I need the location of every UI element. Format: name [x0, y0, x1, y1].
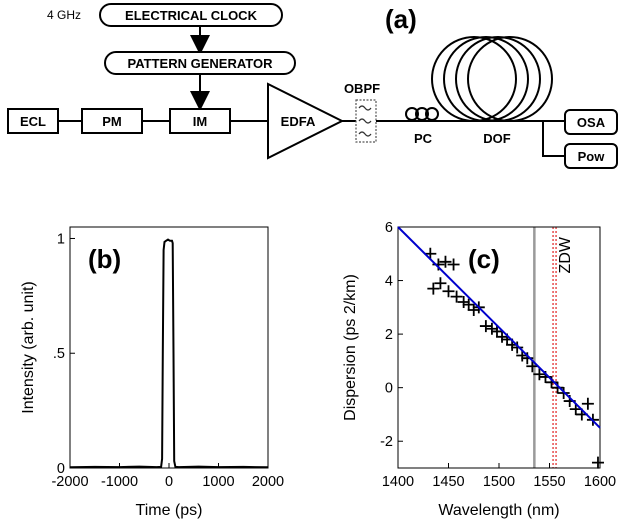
- panel-label-c: (c): [468, 244, 500, 274]
- data-point-plus: [467, 304, 480, 317]
- pulse-line: [69, 238, 269, 469]
- pow-box: [564, 143, 618, 169]
- pc-loops-icon: [405, 107, 439, 121]
- dispersion-x-tick-label: 1600: [584, 474, 616, 490]
- dispersion-y-tick-label: -2: [380, 434, 393, 450]
- fiber-spool-icon: [431, 36, 553, 122]
- pow-label: Pow: [578, 149, 606, 164]
- intensity-x-axis-label: Time (ps): [136, 502, 203, 519]
- intensity-y-tick-label: 1: [57, 231, 65, 247]
- data-point-plus: [457, 295, 470, 308]
- data-point-plus: [551, 381, 564, 394]
- dispersion-y-tick-label: 4: [385, 274, 393, 290]
- linear-fit-line: [397, 226, 601, 429]
- power-tap-line: [542, 121, 565, 157]
- ecl-label: ECL: [20, 114, 46, 129]
- dispersion-x-tick-label: 1450: [432, 474, 464, 490]
- dof-label: DOF: [483, 131, 511, 146]
- intensity-x-tick-label: -2000: [51, 474, 88, 490]
- dispersion-y-tick-label: 6: [385, 220, 393, 236]
- intensity-y-tick-label: 0: [57, 461, 65, 477]
- intensity-x-tick-label: 2000: [252, 474, 284, 490]
- data-point-plus: [479, 320, 492, 333]
- data-point-plus: [427, 282, 440, 295]
- dispersion-x-tick-label: 1550: [533, 474, 565, 490]
- data-point-plus: [434, 277, 447, 290]
- data-point-plus: [591, 456, 604, 469]
- panel-label-a: (a): [385, 4, 417, 34]
- setup-diagram: (a) 4 GHz ELECTRICAL CLOCK PATTERN GENER…: [7, 3, 618, 169]
- data-point-plus: [533, 368, 546, 381]
- data-point-plus: [485, 322, 498, 335]
- data-point-plus: [526, 360, 539, 373]
- dispersion-y-tick-label: 2: [385, 327, 393, 343]
- intensity-y-axis-label: Intensity (arb. unit): [20, 281, 37, 414]
- data-point-plus: [442, 285, 455, 298]
- electrical-clock-label: ELECTRICAL CLOCK: [125, 8, 258, 23]
- dispersion-x-tick-label: 1500: [483, 474, 515, 490]
- pc-label: PC: [414, 131, 433, 146]
- intensity-x-tick-label: -1000: [101, 474, 138, 490]
- data-point-plus: [511, 341, 524, 354]
- clock-frequency-label: 4 GHz: [47, 8, 81, 22]
- pm-box: [81, 108, 143, 134]
- osa-box: [564, 109, 618, 135]
- dispersion-x-axis-label: Wavelength (nm): [438, 502, 559, 519]
- dispersion-x-tick-label: 1400: [382, 474, 414, 490]
- intensity-x-tick-label: 0: [165, 474, 173, 490]
- im-label: IM: [193, 114, 207, 129]
- obpf-filter: [355, 99, 377, 143]
- data-point-plus: [450, 290, 463, 303]
- data-point-plus: [490, 325, 503, 338]
- obpf-label: OBPF: [344, 81, 380, 96]
- dispersion-y-tick-label: 0: [385, 381, 393, 397]
- pm-label: PM: [102, 114, 122, 129]
- im-box: [169, 108, 231, 134]
- ecl-box: [7, 108, 59, 134]
- electrical-clock-box: [99, 3, 283, 27]
- data-point-plus: [581, 397, 594, 410]
- osa-label: OSA: [577, 115, 606, 130]
- filter-icon: [358, 105, 372, 137]
- edfa-amplifier: [267, 82, 345, 160]
- panel-label-b: (b): [88, 244, 121, 274]
- data-point-plus: [496, 330, 509, 343]
- zdw-annotation: ZDW: [557, 236, 574, 273]
- dispersion-y-axis-label: Dispersion (ps 2/km): [342, 274, 359, 421]
- intensity-x-tick-label: 1000: [202, 474, 234, 490]
- dispersion-chart: 1400 1450 1500 1550 1600 -2 0 2 4 6 (c) ZDW Waveleng…: [342, 220, 616, 519]
- pattern-generator-label: PATTERN GENERATOR: [128, 56, 274, 71]
- data-point-plus: [462, 298, 475, 311]
- intensity-chart: -2000 -1000 0 1000 2000 0 .5 1 (b) Time (ps) Inten…: [20, 226, 284, 519]
- data-point-plus: [447, 258, 460, 271]
- data-point-plus: [439, 255, 452, 268]
- data-point-plus: [545, 376, 558, 389]
- data-point-plus: [432, 258, 445, 271]
- edfa-label: EDFA: [281, 114, 316, 129]
- intensity-y-tick-label: .5: [53, 346, 65, 362]
